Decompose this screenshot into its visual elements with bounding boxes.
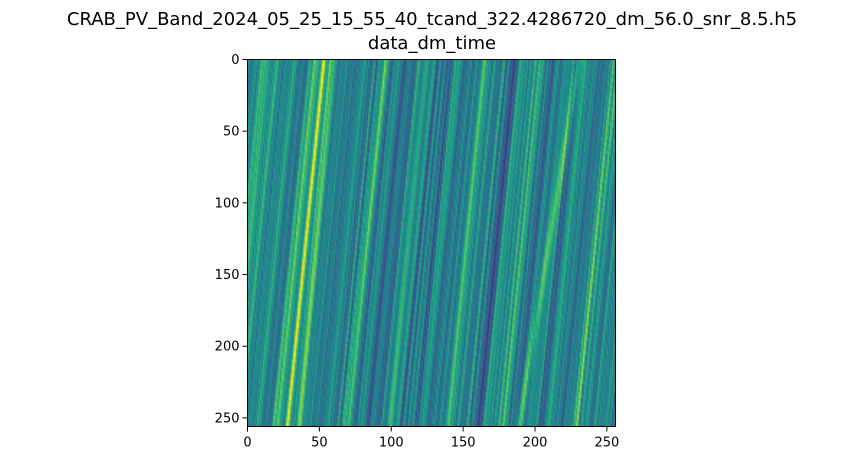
- y-tick-label: 200: [215, 340, 240, 355]
- heatmap-image: [247, 59, 616, 427]
- chart-title: CRAB_PV_Band_2024_05_25_15_55_40_tcand_3…: [67, 9, 797, 30]
- x-tick-label: 0: [243, 436, 251, 451]
- y-tick-label: 50: [223, 125, 240, 140]
- y-tick-label: 250: [215, 411, 240, 426]
- y-tick-label: 0: [231, 53, 239, 68]
- x-tick-label: 50: [311, 436, 328, 451]
- x-tick-label: 100: [379, 436, 404, 451]
- y-axis: 0 50 100 150 200 250: [215, 53, 248, 426]
- y-tick-label: 100: [215, 196, 240, 211]
- plot-frame: [247, 59, 616, 427]
- x-tick-label: 200: [523, 436, 548, 451]
- x-tick-label: 150: [451, 436, 476, 451]
- x-axis: 0 50 100 150 200 250: [243, 426, 619, 451]
- x-tick-label: 250: [594, 436, 619, 451]
- chart-subtitle: data_dm_time: [368, 33, 496, 54]
- y-tick-label: 150: [215, 268, 240, 283]
- heatmap-area: [247, 59, 616, 427]
